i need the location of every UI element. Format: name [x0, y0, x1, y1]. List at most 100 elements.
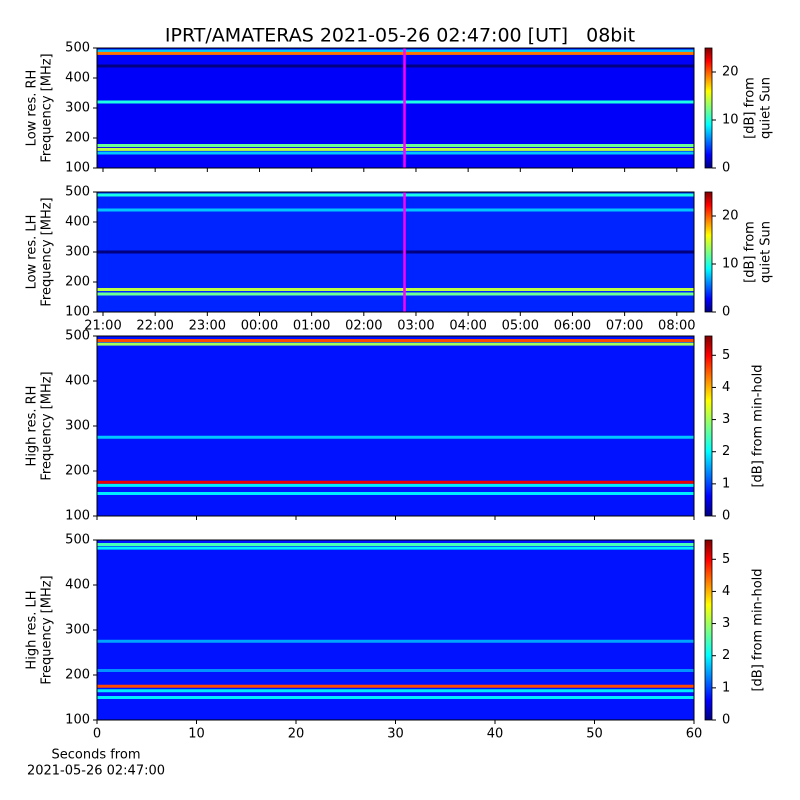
colorbar-tick-label: 0 [722, 305, 730, 320]
colorbar-tick-label: 10 [722, 257, 739, 272]
y-tick-label: 300 [65, 245, 90, 260]
colorbar-tick-label: 3 [722, 616, 730, 631]
x-tick-label: 06:00 [554, 319, 591, 334]
y-tick-label: 500 [65, 533, 90, 548]
y-tick-label: 100 [65, 161, 90, 176]
y-tick-label: 400 [65, 71, 90, 86]
colorbar-tick-label: 5 [722, 552, 730, 567]
colorbar-tick-label: 20 [722, 209, 739, 224]
x-tick-label: 23:00 [189, 319, 226, 334]
spectral-band [97, 147, 694, 151]
y-tick-label: 400 [65, 215, 90, 230]
colorbar-label: [dB] from min-hold [751, 568, 766, 691]
y-axis-label: Frequency [MHz] [40, 575, 55, 684]
spectral-band [97, 483, 694, 487]
x-tick-label: 03:00 [397, 319, 434, 334]
spectral-band [97, 696, 694, 699]
x-tick-label: 21:00 [84, 319, 121, 334]
x-tick-label: 22:00 [136, 319, 173, 334]
y-tick-label: 100 [65, 509, 90, 524]
spectral-band [97, 288, 694, 291]
colorbar-tick-label: 0 [722, 161, 730, 176]
x-tick-label: 02:00 [345, 319, 382, 334]
colorbar-label: quiet Sun [759, 221, 774, 283]
spectral-band [97, 543, 694, 546]
colorbar-tick-label: 1 [722, 680, 730, 695]
spectral-band [97, 435, 694, 439]
y-axis-label: Frequency [MHz] [40, 197, 55, 306]
colorbar-tick-label: 10 [722, 113, 739, 128]
colorbar-tick-label: 20 [722, 65, 739, 80]
spectral-band [97, 292, 694, 296]
colorbar-tick-label: 5 [722, 348, 730, 363]
colorbar-tick-label: 0 [722, 509, 730, 524]
spectral-band [97, 49, 694, 53]
spectral-band [97, 144, 694, 147]
x-tick-label: 08:00 [658, 319, 695, 334]
x-tick-label: 60 [686, 727, 703, 742]
y-axis-label: Low res. LH [25, 215, 40, 290]
spectral-band [97, 669, 694, 672]
colorbar-tick-label: 2 [722, 648, 730, 663]
x-tick-label: 07:00 [606, 319, 643, 334]
colorbar-tick-label: 2 [722, 444, 730, 459]
x-tick-label: 50 [586, 727, 603, 742]
x-tick-label: 01:00 [293, 319, 330, 334]
colorbar-label: [dB] from min-hold [751, 364, 766, 487]
x-tick-label: 10 [188, 727, 205, 742]
spectral-band [97, 684, 694, 688]
y-axis-label: High res. RH [25, 386, 40, 467]
y-tick-label: 400 [65, 578, 90, 593]
x-axis-label: 2021-05-26 02:47:00 [27, 764, 165, 779]
y-tick-label: 200 [65, 131, 90, 146]
spectral-band [97, 639, 694, 643]
x-tick-label: 40 [487, 727, 504, 742]
x-tick-label: 00:00 [241, 319, 278, 334]
colorbar-tick-label: 1 [722, 476, 730, 491]
spectral-band [97, 250, 694, 254]
colorbar-tick-label: 4 [722, 584, 730, 599]
x-tick-label: 05:00 [502, 319, 539, 334]
x-tick-label: 20 [288, 727, 305, 742]
spectral-band [97, 208, 694, 212]
y-tick-label: 500 [65, 185, 90, 200]
y-tick-label: 400 [65, 374, 90, 389]
spectral-band [97, 689, 694, 693]
colorbar [704, 539, 713, 721]
spectral-band [97, 342, 694, 346]
colorbar-label: [dB] from [743, 77, 758, 139]
spectral-band [97, 546, 694, 550]
y-tick-label: 200 [65, 275, 90, 290]
colorbar [704, 47, 713, 169]
colorbar [704, 335, 713, 517]
heatmap-background [97, 540, 694, 720]
spectral-band [97, 492, 694, 495]
colorbar-tick-label: 4 [722, 380, 730, 395]
x-tick-label: 0 [93, 727, 101, 742]
spectral-band [97, 193, 694, 197]
spectral-band [97, 51, 694, 55]
spectral-band [97, 480, 694, 484]
y-tick-label: 100 [65, 713, 90, 728]
spectral-band [97, 100, 694, 104]
colorbar-label: [dB] from [743, 221, 758, 283]
colorbar [704, 191, 713, 313]
y-tick-label: 300 [65, 101, 90, 116]
y-axis-label: Frequency [MHz] [40, 53, 55, 162]
y-tick-label: 500 [65, 41, 90, 56]
heatmap-background [97, 336, 694, 516]
y-tick-label: 300 [65, 623, 90, 638]
x-tick-label: 04:00 [449, 319, 486, 334]
y-tick-label: 200 [65, 668, 90, 683]
y-tick-label: 200 [65, 464, 90, 479]
y-axis-label: Low res. RH [25, 70, 40, 147]
y-tick-label: 100 [65, 305, 90, 320]
y-axis-label: Frequency [MHz] [40, 371, 55, 480]
title: IPRT/AMATERAS 2021-05-26 02:47:00 [UT] 0… [165, 25, 635, 47]
colorbar-tick-label: 0 [722, 713, 730, 728]
x-tick-label: 30 [387, 727, 404, 742]
spectral-band [97, 339, 694, 342]
y-axis-label: High res. LH [25, 590, 40, 669]
y-tick-label: 300 [65, 419, 90, 434]
